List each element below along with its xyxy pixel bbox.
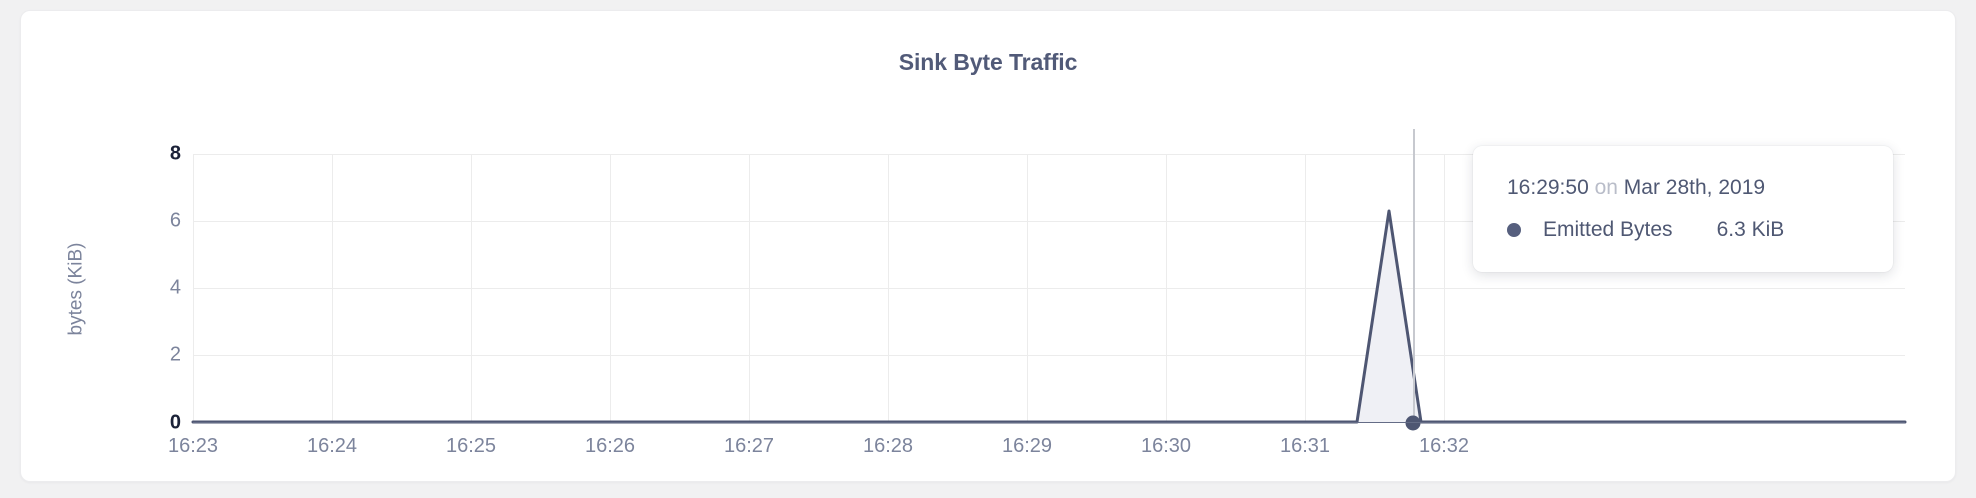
- y-tick-label: 6: [169, 209, 181, 232]
- y-tick-label: 2: [169, 343, 181, 366]
- x-tick-label: 16:25: [445, 435, 497, 457]
- gridline-horizontal: [193, 355, 1905, 356]
- x-axis-line: [193, 421, 1905, 423]
- tooltip-date: Mar 28th, 2019: [1623, 176, 1766, 199]
- x-tick-label: 16:29: [1001, 435, 1053, 457]
- gridline-horizontal: [193, 154, 1905, 155]
- x-tick-label: 16:30: [1140, 435, 1192, 457]
- tooltip-header: 16:29:50 on Mar 28th, 2019: [1507, 176, 1859, 200]
- tooltip-series-name: Emitted Bytes: [1543, 218, 1673, 241]
- gridline-horizontal: [193, 288, 1905, 289]
- crosshair-line: [1413, 129, 1415, 423]
- gridline-vertical: [888, 154, 889, 423]
- y-axis-label-text: bytes (KiB): [65, 242, 87, 335]
- gridline-vertical: [1305, 154, 1306, 423]
- tooltip-time: 16:29:50: [1507, 176, 1589, 199]
- chart-title: Sink Byte Traffic: [898, 49, 1078, 75]
- gridline-vertical: [610, 154, 611, 423]
- series-color-dot-icon: [1507, 223, 1521, 237]
- x-tick-label: 16:32: [1418, 435, 1470, 457]
- x-tick-label: 16:24: [306, 435, 358, 457]
- chart-tooltip: 16:29:50 on Mar 28th, 2019 Emitted Bytes…: [1473, 146, 1893, 272]
- gridline-vertical: [471, 154, 472, 423]
- y-axis-label: bytes (KiB): [63, 154, 89, 423]
- y-tick-label: 0: [169, 411, 181, 434]
- x-tick-label: 16:26: [584, 435, 636, 457]
- x-tick-label: 16:31: [1279, 435, 1331, 457]
- gridline-vertical: [332, 154, 333, 423]
- x-tick-label: 16:27: [723, 435, 775, 457]
- x-tick-label: 16:28: [862, 435, 914, 457]
- gridline-vertical: [1444, 154, 1445, 423]
- tooltip-separator: on: [1594, 176, 1618, 199]
- gridline-horizontal: [193, 221, 1905, 222]
- gridline-vertical: [1027, 154, 1028, 423]
- y-tick-label: 4: [169, 276, 181, 299]
- tooltip-series-value: 6.3 KiB: [1716, 218, 1785, 241]
- gridline-vertical: [193, 154, 194, 423]
- tooltip-series-row: Emitted Bytes 6.3 KiB: [1507, 218, 1859, 242]
- gridline-vertical: [1166, 154, 1167, 423]
- x-tick-label: 16:23: [167, 435, 219, 457]
- hovered-point-marker[interactable]: [1405, 415, 1421, 431]
- gridline-vertical: [749, 154, 750, 423]
- chart-card: Sink Byte Traffic bytes (KiB): [20, 10, 1956, 482]
- y-tick-label: 8: [169, 142, 181, 165]
- plot-area: 8 6 4 2 0 16:23 16:24 16:25 16:26 16:27 …: [168, 129, 1907, 457]
